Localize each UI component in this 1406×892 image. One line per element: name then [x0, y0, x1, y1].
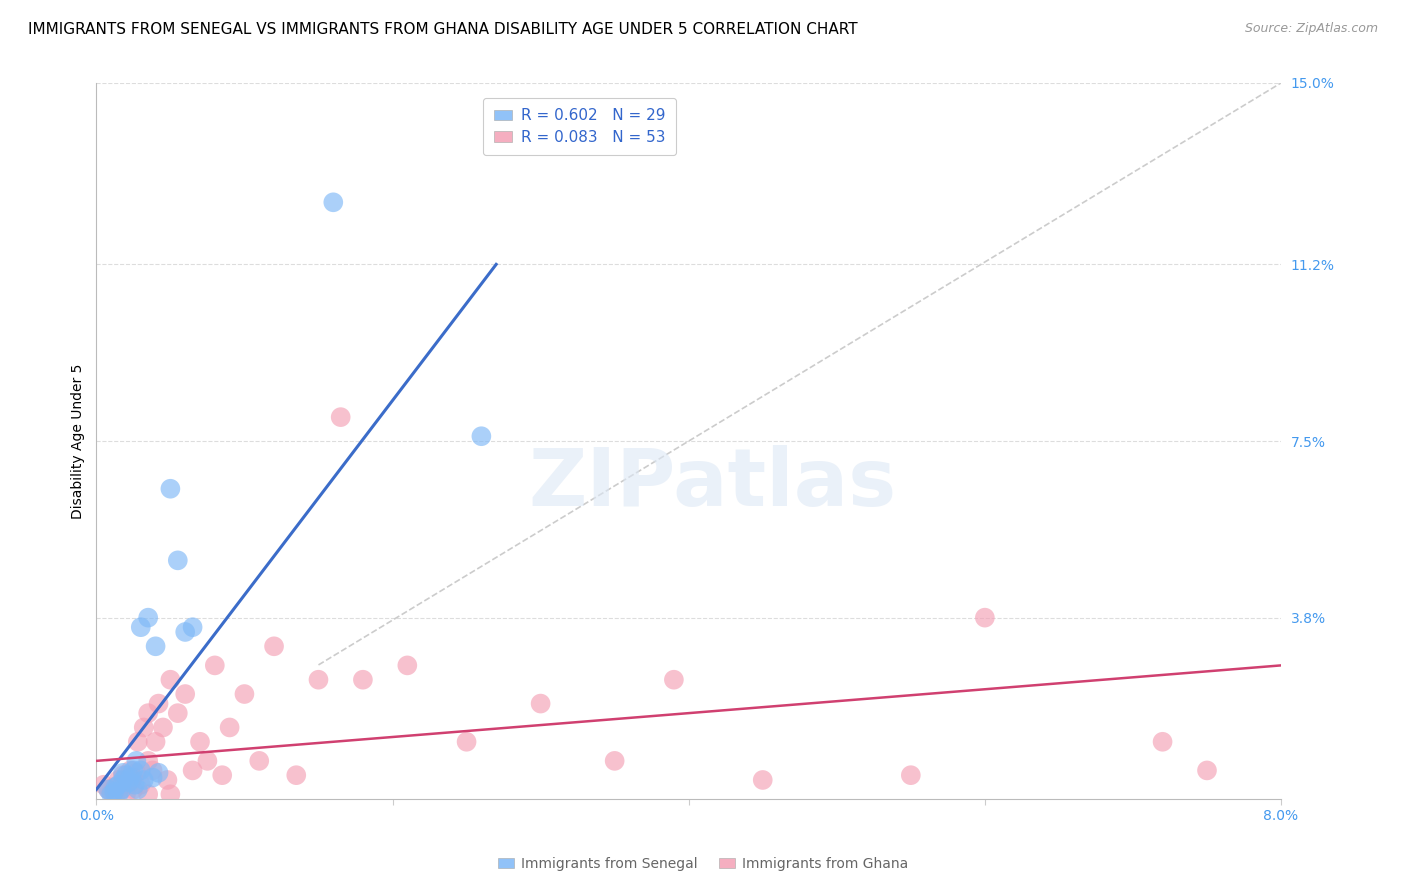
- Point: [233, 687, 256, 701]
- Point: [129, 620, 152, 634]
- Text: Source: ZipAtlas.com: Source: ZipAtlas.com: [1244, 22, 1378, 36]
- Point: [174, 687, 197, 701]
- Point: [218, 721, 240, 735]
- Point: [111, 772, 134, 787]
- Point: [152, 721, 174, 735]
- Point: [285, 768, 308, 782]
- Point: [132, 772, 155, 787]
- Text: IMMIGRANTS FROM SENEGAL VS IMMIGRANTS FROM GHANA DISABILITY AGE UNDER 5 CORRELAT: IMMIGRANTS FROM SENEGAL VS IMMIGRANTS FR…: [28, 22, 858, 37]
- Point: [111, 765, 134, 780]
- Point: [136, 754, 159, 768]
- Point: [103, 785, 125, 799]
- Point: [118, 778, 141, 792]
- Point: [118, 775, 141, 789]
- Point: [329, 410, 352, 425]
- Point: [122, 782, 145, 797]
- Point: [107, 787, 129, 801]
- Point: [263, 640, 285, 654]
- Point: [120, 764, 142, 778]
- Point: [100, 785, 122, 799]
- Point: [197, 754, 219, 768]
- Point: [148, 697, 170, 711]
- Legend: Immigrants from Senegal, Immigrants from Ghana: Immigrants from Senegal, Immigrants from…: [492, 851, 914, 876]
- Point: [148, 765, 170, 780]
- Point: [470, 429, 492, 443]
- Point: [136, 610, 159, 624]
- Point: [900, 768, 922, 782]
- Point: [159, 673, 181, 687]
- Point: [104, 780, 127, 794]
- Point: [530, 697, 553, 711]
- Point: [145, 640, 167, 654]
- Point: [1152, 735, 1174, 749]
- Point: [127, 782, 149, 797]
- Point: [456, 735, 478, 749]
- Point: [247, 754, 270, 768]
- Point: [159, 787, 181, 801]
- Text: ZIPatlas: ZIPatlas: [529, 445, 897, 523]
- Point: [322, 195, 344, 210]
- Point: [103, 780, 125, 794]
- Point: [211, 768, 233, 782]
- Point: [115, 768, 138, 782]
- Point: [396, 658, 419, 673]
- Point: [136, 787, 159, 801]
- Point: [132, 721, 155, 735]
- Point: [142, 764, 165, 778]
- Point: [122, 771, 145, 785]
- Point: [662, 673, 685, 687]
- Point: [204, 658, 226, 673]
- Point: [156, 772, 179, 787]
- Point: [136, 706, 159, 720]
- Point: [115, 787, 138, 801]
- Legend: R = 0.602   N = 29, R = 0.083   N = 53: R = 0.602 N = 29, R = 0.083 N = 53: [484, 98, 676, 155]
- Point: [115, 775, 138, 789]
- Y-axis label: Disability Age Under 5: Disability Age Under 5: [72, 363, 86, 518]
- Point: [603, 754, 626, 768]
- Point: [129, 778, 152, 792]
- Point: [125, 754, 148, 768]
- Point: [159, 482, 181, 496]
- Point: [129, 764, 152, 778]
- Point: [110, 782, 132, 797]
- Point: [352, 673, 374, 687]
- Point: [188, 735, 211, 749]
- Point: [1195, 764, 1218, 778]
- Point: [181, 620, 204, 634]
- Point: [751, 772, 773, 787]
- Point: [142, 771, 165, 785]
- Point: [174, 624, 197, 639]
- Point: [145, 735, 167, 749]
- Point: [122, 764, 145, 778]
- Point: [127, 735, 149, 749]
- Point: [973, 610, 995, 624]
- Point: [166, 706, 188, 720]
- Point: [100, 787, 122, 801]
- Point: [97, 782, 120, 797]
- Point: [120, 771, 142, 785]
- Point: [124, 778, 146, 792]
- Point: [125, 765, 148, 780]
- Point: [107, 772, 129, 787]
- Point: [181, 764, 204, 778]
- Point: [308, 673, 330, 687]
- Point: [97, 782, 120, 797]
- Point: [110, 782, 132, 797]
- Point: [107, 778, 129, 792]
- Point: [166, 553, 188, 567]
- Point: [93, 778, 115, 792]
- Point: [104, 787, 127, 801]
- Point: [111, 768, 134, 782]
